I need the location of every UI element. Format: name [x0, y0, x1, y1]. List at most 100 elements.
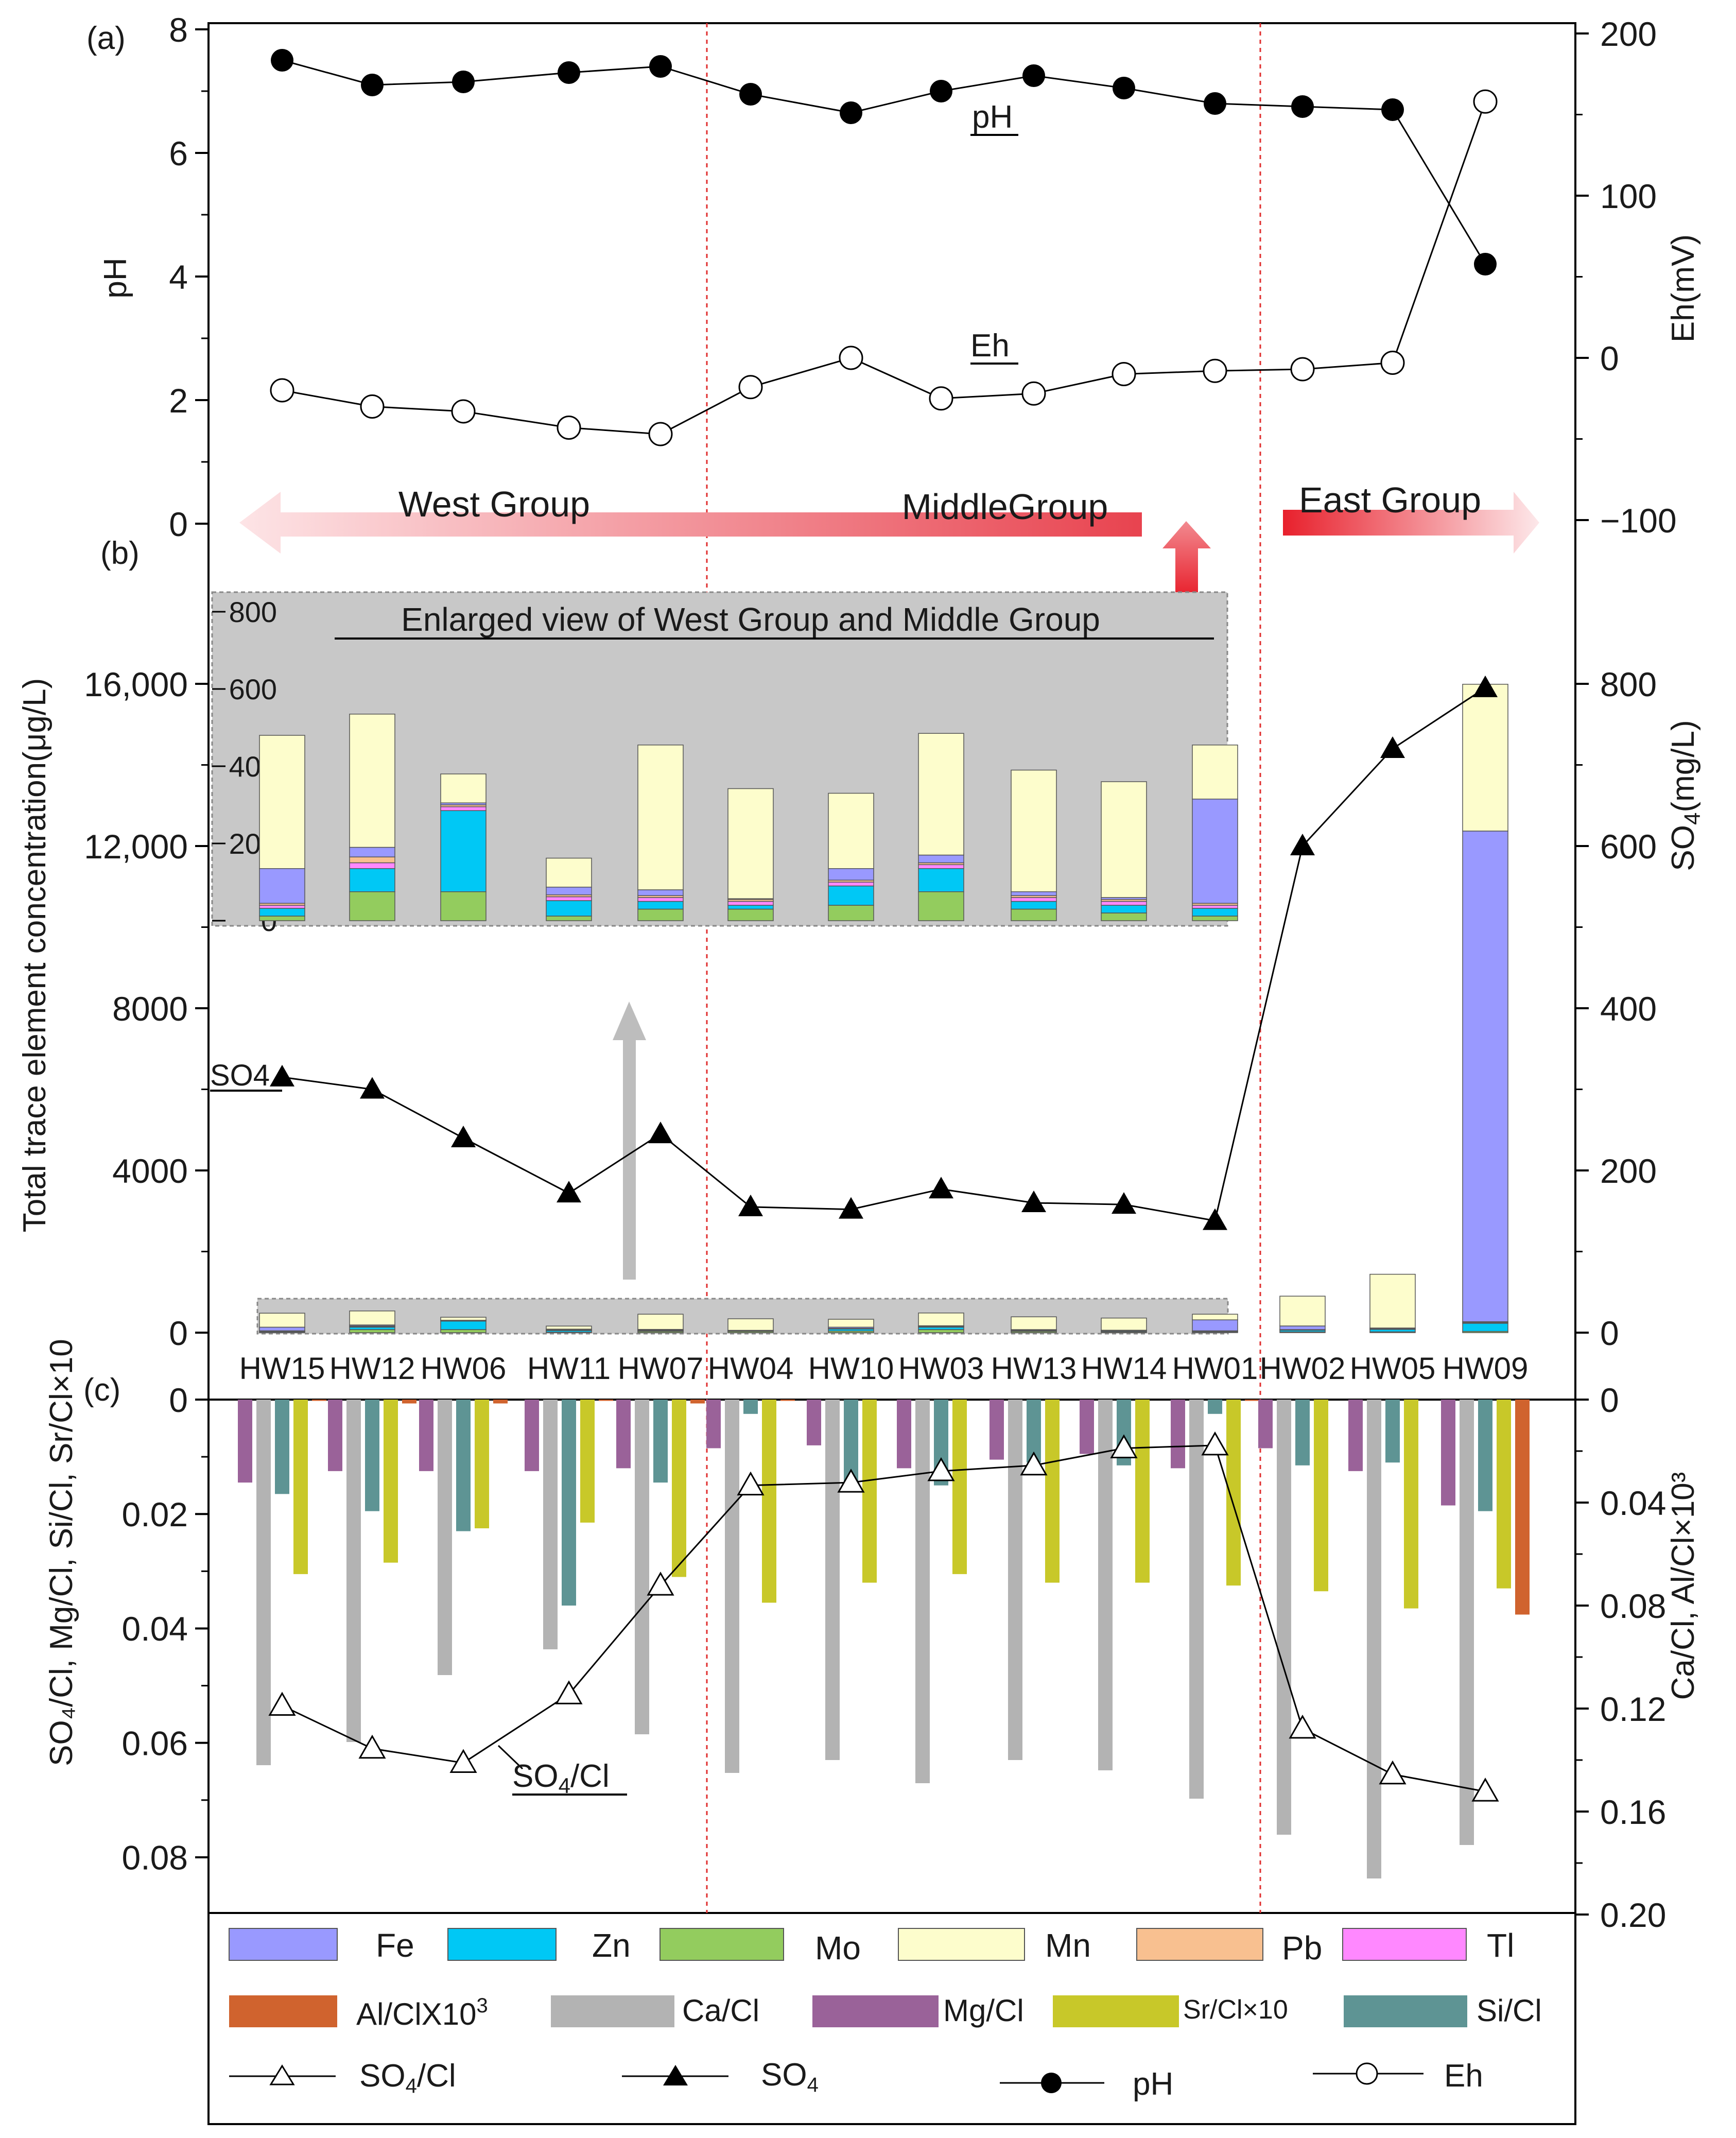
inset-title: Enlarged view of West Group and Middle G… [401, 601, 1100, 638]
tick-label: 0.08 [1600, 1587, 1666, 1625]
ratio-bar-sr [952, 1400, 967, 1574]
legend-label-pb: Pb [1282, 1929, 1322, 1967]
tick-label: 8000 [112, 990, 188, 1028]
legend-label-al: Al/ClX103 [356, 1994, 488, 2031]
ratio-bar-si [275, 1400, 289, 1494]
ratio-bar-sr [475, 1400, 489, 1528]
legend-swatch-zn [447, 1928, 557, 1961]
inset-bar-segment-zn [546, 900, 592, 917]
ratio-bar-si [743, 1400, 758, 1414]
x-tick-label: HW15 [239, 1351, 325, 1386]
bar-segment-mn [918, 1313, 964, 1326]
ratio-bar-sr [1314, 1400, 1328, 1592]
tick-label: 12,000 [84, 827, 188, 866]
so4cl-point [1379, 1760, 1407, 1785]
tick-label: 200 [1600, 1152, 1657, 1190]
so4-point [557, 1181, 581, 1203]
x-tick-label: HW11 [527, 1351, 611, 1386]
inset-bar-segment-mn [727, 788, 774, 899]
ph-line [282, 59, 1486, 265]
legend-swatch-mn [898, 1928, 1025, 1961]
ratio-bar-al [402, 1400, 416, 1404]
ph-point [1381, 98, 1404, 121]
inset-bar-segment-zn [1192, 908, 1238, 917]
ratio-bar-ca [825, 1400, 840, 1760]
ratio-bar-al [493, 1400, 508, 1404]
inset-bar-segment-mo [828, 905, 874, 921]
tick-label: 0.20 [1600, 1896, 1666, 1934]
x-tick-label: HW05 [1350, 1351, 1436, 1386]
ratio-bar-sr [1226, 1400, 1241, 1586]
east-group-arrow [1283, 492, 1539, 554]
tick-label: 16,000 [84, 665, 188, 703]
ratio-bar-sr [580, 1400, 595, 1523]
inset-bar-segment-fe [1192, 799, 1238, 904]
so4cl-annotation: SO4/Cl [512, 1758, 610, 1798]
eh-point [648, 422, 673, 446]
panel-a-lines [270, 49, 1498, 446]
inset-bar-segment-mn [440, 773, 487, 803]
east-group-label: East Group [1299, 480, 1481, 520]
tick-label: 200 [1600, 15, 1657, 53]
ratio-bar-mg [419, 1400, 433, 1471]
inset-bar-segment-zn [918, 868, 964, 892]
x-tick-label: HW07 [618, 1351, 704, 1386]
inset-bar-segment-tl [727, 901, 774, 906]
ratio-bar-si [653, 1400, 668, 1483]
tick-label: 400 [1600, 990, 1657, 1028]
inset-bar-segment-fe [918, 854, 964, 864]
ratio-bar-mg [706, 1400, 721, 1449]
eh-point [1112, 362, 1136, 386]
ratio-bar-mg [616, 1400, 631, 1469]
ratio-bar-si [456, 1400, 471, 1531]
x-tick-label: HW04 [708, 1351, 794, 1386]
inset-bars [259, 714, 1238, 921]
panel-c-bars [238, 1400, 1530, 1878]
bar-segment-fe [259, 1326, 305, 1332]
bar-segment-mn [440, 1317, 487, 1321]
legend-label-zn: Zn [592, 1927, 631, 1964]
ph-point [271, 49, 293, 72]
legend-label-tl: Tl [1487, 1927, 1514, 1964]
panel-c-right-axis: 0 0.04 0.08 0.12 0.16 0.20 [1575, 1381, 1666, 1934]
ratio-bar-sr [762, 1400, 776, 1603]
legend-swatch-mo [659, 1928, 784, 1961]
ph-point [1474, 253, 1497, 275]
so4cl-point [1110, 1434, 1138, 1458]
ratio-bar-sr [1045, 1400, 1060, 1583]
legend-swatch-tl [1342, 1928, 1467, 1961]
ratio-bar-al [1515, 1400, 1530, 1615]
ratio-bar-ca [1189, 1400, 1204, 1799]
inset-bar-segment-mo [259, 916, 305, 921]
ratio-bar-mg [238, 1400, 252, 1483]
inset-bar-segment-mn [828, 792, 874, 869]
inset-bar-segment-tl [1101, 901, 1147, 906]
inset-bar-segment-fe [259, 868, 305, 904]
so4-point [839, 1197, 863, 1219]
inset-bar-segment-mo [546, 916, 592, 921]
x-tick-label: HW10 [808, 1351, 894, 1386]
inset-bar-segment-tl [1011, 897, 1057, 902]
legend-swatch-pb [1136, 1928, 1263, 1961]
so4cl-point [555, 1680, 583, 1704]
ratio-bar-ca [1098, 1400, 1113, 1770]
x-tick-label: HW03 [898, 1351, 984, 1386]
so4-point [451, 1126, 476, 1147]
inset-bar-segment-mn [637, 745, 684, 890]
legend-label-mn: Mn [1045, 1927, 1091, 1964]
panel-a-left-axis: 0 2 4 6 8 [169, 11, 209, 543]
eh-point [451, 399, 476, 424]
ratio-bar-sr [1497, 1400, 1511, 1589]
middle-group-label: MiddleGroup [902, 487, 1108, 527]
inset-bar-segment-tl [440, 806, 487, 811]
ratio-bar-sr [862, 1400, 877, 1583]
ratio-bar-mg [328, 1400, 342, 1471]
ph-point [649, 55, 672, 78]
inset-bar-segment-zn [1011, 901, 1057, 910]
ratio-bar-ca [1008, 1400, 1022, 1760]
ratio-bar-mg [1171, 1400, 1185, 1469]
panel-b-label: (b) [100, 536, 140, 571]
so4cl-point [1471, 1778, 1499, 1802]
ph-point [452, 71, 475, 93]
ph-annotation: pH [972, 99, 1013, 135]
